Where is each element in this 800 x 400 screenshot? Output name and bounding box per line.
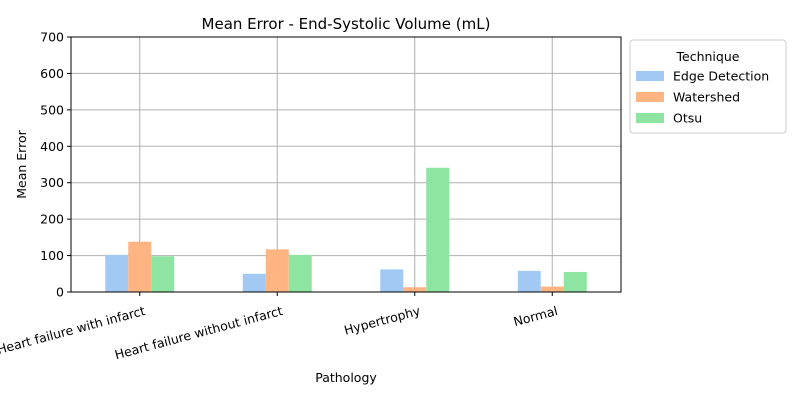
axes [70, 36, 622, 293]
bar-edge-detection [242, 273, 266, 292]
bar-edge-detection [517, 270, 541, 292]
legend-label: Otsu [673, 111, 702, 126]
legend: Technique Edge Detection Watershed Otsu [629, 39, 787, 134]
legend-swatch-watershed [636, 92, 664, 102]
legend-swatch-edge-detection [636, 71, 664, 81]
legend-frame [629, 39, 787, 134]
grid-lines [71, 36, 621, 293]
y-tick-label: 300 [40, 175, 64, 190]
y-tick-label: 100 [40, 248, 64, 263]
y-tick-label: 600 [40, 66, 64, 81]
legend-swatch-otsu [636, 113, 664, 123]
y-axis-label: Mean Error [14, 129, 29, 198]
bar-otsu [151, 256, 175, 292]
legend-label: Edge Detection [673, 69, 769, 84]
bar-watershed [128, 241, 152, 292]
y-tick-label: 500 [40, 102, 64, 117]
y-tick-label: 700 [40, 30, 64, 45]
bar-edge-detection [105, 254, 129, 292]
bars-group [105, 167, 587, 292]
bar-otsu [563, 271, 587, 292]
bar-edge-detection [380, 269, 404, 292]
bar-watershed [540, 286, 564, 292]
x-tick-label: Normal [512, 303, 560, 329]
legend-items: Edge Detection Watershed Otsu [636, 69, 769, 126]
legend-title: Technique [676, 49, 740, 64]
plot-frame [70, 36, 622, 293]
y-axis-ticks: 0 100 200 300 400 500 600 700 [40, 30, 71, 300]
x-tick-label: Hypertrophy [342, 303, 422, 338]
y-tick-label: 400 [40, 139, 64, 154]
bar-watershed [403, 287, 427, 292]
chart-title: Mean Error - End-Systolic Volume (mL) [202, 15, 491, 33]
y-tick-label: 200 [40, 212, 64, 227]
bar-watershed [265, 249, 289, 292]
y-tick-label: 0 [56, 285, 64, 300]
bar-otsu [288, 254, 312, 292]
x-axis-label: Pathology [315, 370, 377, 385]
bar-otsu [426, 167, 450, 292]
legend-label: Watershed [673, 90, 740, 105]
